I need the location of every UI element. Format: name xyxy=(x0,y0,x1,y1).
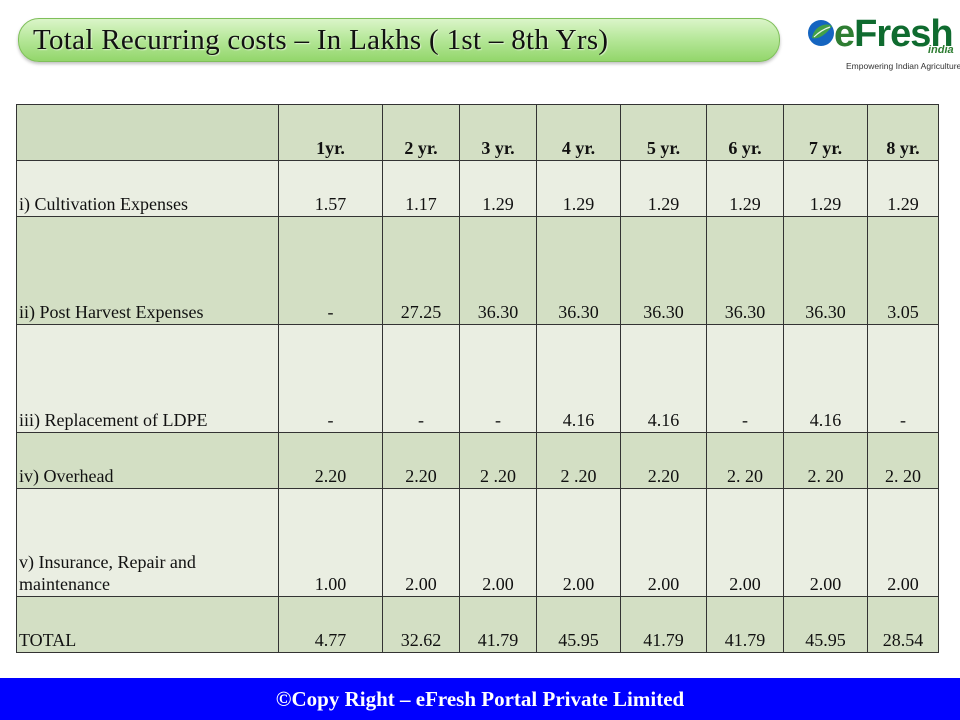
logo-india: india xyxy=(928,44,954,56)
cost-cell: 1.17 xyxy=(382,160,460,217)
leaf-icon xyxy=(808,20,834,46)
cost-cell: 1.00 xyxy=(278,488,383,597)
table-row: ii) Post Harvest Expenses -27.25 36.30 36.3… xyxy=(16,216,939,325)
cost-cell: 2. 20 xyxy=(783,432,868,489)
cost-cell: 4.77 xyxy=(278,596,383,653)
row-label: i) Cultivation Expenses xyxy=(16,160,279,217)
row-label: iii) Replacement of LDPE xyxy=(16,324,279,433)
cost-cell: - xyxy=(278,324,383,433)
cost-cell: 2.00 xyxy=(536,488,621,597)
cost-cell: - xyxy=(706,324,784,433)
cost-cell: 1.29 xyxy=(620,160,707,217)
cost-cell: 32.62 xyxy=(382,596,460,653)
cost-cell: 36.30 xyxy=(706,216,784,325)
title-banner: Total Recurring costs – In Lakhs ( 1st –… xyxy=(18,18,780,62)
recurring-costs-table: 1yr. 2 yr. 3 yr. 4 yr. 5 yr. 6 yr. 7 yr. 8 yr. i… xyxy=(16,104,939,653)
column-header: 5 yr. xyxy=(620,104,707,161)
column-header: 1yr. xyxy=(278,104,383,161)
table-row: iv) Overhead 2.20 2.20 2 .20 2 .20 2.20 2. 20 2… xyxy=(16,432,939,489)
row-label: TOTAL xyxy=(16,596,279,653)
page-title: Total Recurring costs – In Lakhs ( 1st –… xyxy=(33,23,609,56)
column-header: 6 yr. xyxy=(706,104,784,161)
cost-cell: 1.29 xyxy=(536,160,621,217)
cost-cell: 41.79 xyxy=(620,596,707,653)
table-header-row: 1yr. 2 yr. 3 yr. 4 yr. 5 yr. 6 yr. 7 yr. 8 yr. xyxy=(16,104,939,161)
efresh-logo: eFresh india Empowering Indian Agricultu… xyxy=(806,12,960,74)
column-header: 2 yr. xyxy=(382,104,460,161)
cost-cell: 1.29 xyxy=(459,160,537,217)
cost-cell: 27.25 xyxy=(382,216,460,325)
header-corner-cell xyxy=(16,104,279,161)
column-header: 7 yr. xyxy=(783,104,868,161)
cost-cell: 1.29 xyxy=(783,160,868,217)
cost-cell: 1.29 xyxy=(706,160,784,217)
cost-cell: 2. 20 xyxy=(706,432,784,489)
cost-cell: 1.29 xyxy=(867,160,939,217)
cost-cell: 41.79 xyxy=(459,596,537,653)
cost-cell: 4.16 xyxy=(783,324,868,433)
column-header: 8 yr. xyxy=(867,104,939,161)
cost-cell: 36.30 xyxy=(459,216,537,325)
cost-cell: 2. 20 xyxy=(867,432,939,489)
cost-cell: 4.16 xyxy=(620,324,707,433)
cost-cell: 2.20 xyxy=(620,432,707,489)
row-label: ii) Post Harvest Expenses xyxy=(16,216,279,325)
column-header: 4 yr. xyxy=(536,104,621,161)
cost-cell: - xyxy=(278,216,383,325)
cost-cell: 28.54 xyxy=(867,596,939,653)
cost-cell: 4.16 xyxy=(536,324,621,433)
table-row: v) Insurance, Repair and maintenance 1.00… xyxy=(16,488,939,597)
cost-cell: 1.57 xyxy=(278,160,383,217)
copyright-footer: ©Copy Right – eFresh Portal Private Limi… xyxy=(0,678,960,720)
cost-cell: 41.79 xyxy=(706,596,784,653)
cost-cell: 2.00 xyxy=(620,488,707,597)
cost-cell: 2 .20 xyxy=(536,432,621,489)
logo-tagline: Empowering Indian Agriculture xyxy=(846,61,960,71)
cost-cell: 2.20 xyxy=(382,432,460,489)
cost-cell: 2.00 xyxy=(783,488,868,597)
cost-cell: 36.30 xyxy=(536,216,621,325)
copyright-text: ©Copy Right – eFresh Portal Private Limi… xyxy=(275,686,685,711)
cost-cell: - xyxy=(867,324,939,433)
table-row: i) Cultivation Expenses 1.57 1.17 1.29 1.29 1… xyxy=(16,160,939,217)
cost-cell: 36.30 xyxy=(783,216,868,325)
cost-cell: 2.00 xyxy=(867,488,939,597)
table-row: TOTAL 4.77 32.62 41.79 45.95 41.79 41.79 45.95 2… xyxy=(16,596,939,653)
logo-wordmark: eFresh xyxy=(834,13,954,55)
cost-cell: 3.05 xyxy=(867,216,939,325)
cost-cell: - xyxy=(382,324,460,433)
cost-cell: 2.00 xyxy=(382,488,460,597)
cost-cell: - xyxy=(459,324,537,433)
cost-cell: 45.95 xyxy=(783,596,868,653)
table-row: iii) Replacement of LDPE - - -4.16 4.16-4.16… xyxy=(16,324,939,433)
cost-cell: 2.00 xyxy=(706,488,784,597)
row-label: v) Insurance, Repair and maintenance xyxy=(16,488,279,597)
cost-cell: 2.00 xyxy=(459,488,537,597)
cost-cell: 36.30 xyxy=(620,216,707,325)
cost-cell: 2.20 xyxy=(278,432,383,489)
column-header: 3 yr. xyxy=(459,104,537,161)
row-label: iv) Overhead xyxy=(16,432,279,489)
cost-cell: 2 .20 xyxy=(459,432,537,489)
cost-cell: 45.95 xyxy=(536,596,621,653)
